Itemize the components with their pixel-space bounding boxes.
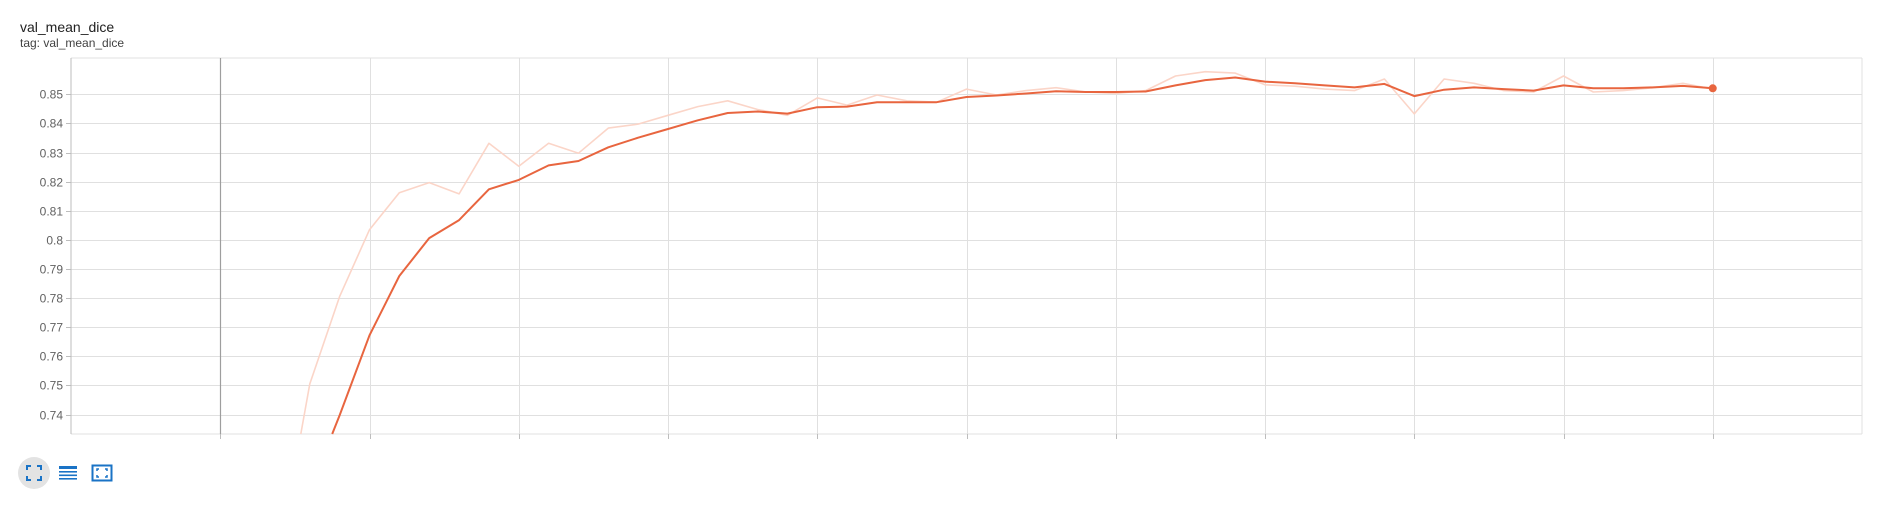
y-tick-label: 0.82	[40, 176, 64, 190]
chart-tag: tag: val_mean_dice	[20, 36, 125, 50]
grid-layer	[71, 57, 1863, 435]
y-tick-label: 0.79	[40, 263, 64, 277]
fullscreen-icon	[26, 465, 42, 481]
y-tick-label: 0.85	[40, 88, 64, 102]
axis-layer	[66, 58, 1714, 439]
y-tick-label: 0.75	[40, 379, 64, 393]
tick-label-layer: 0.74 0.75 0.76 0.77 0.78 0.79 0.8 0.81 0.82 0.83 0…	[40, 88, 64, 423]
y-tick-label: 0.81	[40, 205, 64, 219]
y-tick-label: 0.76	[40, 350, 64, 364]
chart-title: val_mean_dice	[20, 19, 115, 35]
data-table-button[interactable]	[52, 457, 84, 489]
fit-domain-icon	[91, 464, 113, 482]
y-tick-label: 0.83	[40, 147, 64, 161]
smoothed-series-line	[331, 76, 1713, 435]
last-point-marker[interactable]	[1708, 84, 1717, 93]
chart-toolbar	[18, 457, 118, 489]
series-layer	[300, 70, 1717, 435]
y-tick-label: 0.74	[40, 409, 64, 423]
raw-series-line	[300, 70, 1713, 435]
y-tick-label: 0.77	[40, 321, 64, 335]
fit-domain-button[interactable]	[86, 457, 118, 489]
y-tick-label: 0.84	[40, 117, 64, 131]
data-table-icon	[59, 466, 77, 480]
fullscreen-button[interactable]	[18, 457, 50, 489]
y-tick-label: 0.8	[46, 234, 63, 248]
line-chart[interactable]: 0.74 0.75 0.76 0.77 0.78 0.79 0.8 0.81 0.82 0.83 0…	[0, 0, 1884, 440]
y-tick-label: 0.78	[40, 292, 64, 306]
chart-card-header: val_mean_dice tag: val_mean_dice	[20, 18, 124, 50]
